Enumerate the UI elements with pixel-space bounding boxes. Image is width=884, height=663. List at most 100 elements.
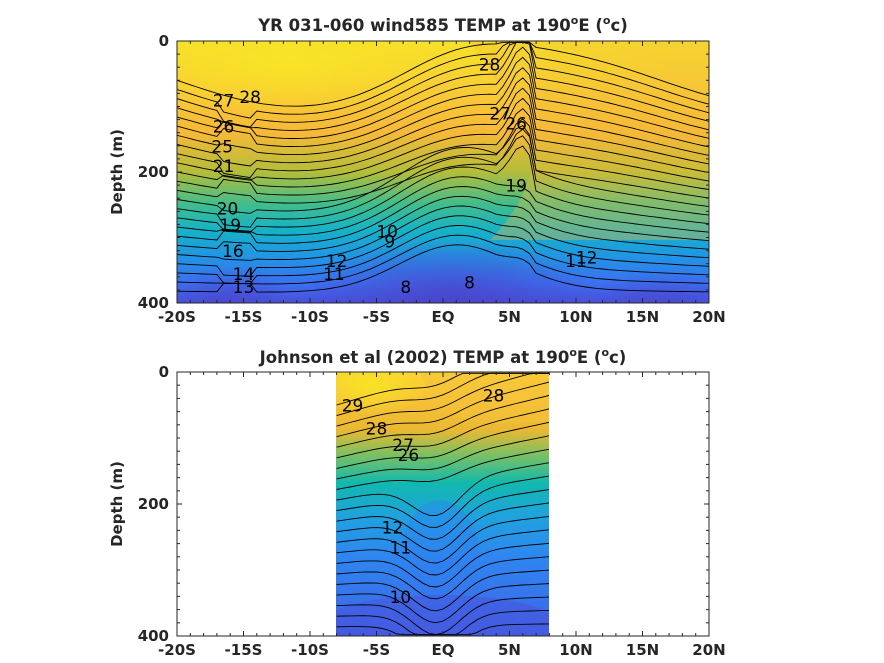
panel-top-field bbox=[177, 41, 709, 303]
x-tick-label: 5N bbox=[498, 641, 521, 659]
contour-label: 13 bbox=[233, 278, 255, 298]
isotherm-contour bbox=[177, 125, 709, 214]
contour-label: 27 bbox=[392, 436, 414, 456]
x-tick-label: 15N bbox=[626, 308, 659, 326]
isotherm-contour bbox=[177, 41, 709, 131]
x-tick-label: -15S bbox=[225, 641, 263, 659]
isotherm-contour bbox=[177, 186, 709, 244]
y-tick-label: 0 bbox=[159, 363, 169, 381]
isotherm-contour bbox=[336, 448, 549, 490]
isotherm-contour bbox=[336, 372, 549, 427]
isotherm-contour bbox=[177, 195, 709, 252]
contour-label: 8 bbox=[400, 278, 411, 298]
isotherm-contour bbox=[177, 118, 709, 196]
y-tick-label: 400 bbox=[138, 627, 169, 645]
panel-top-ylabel: Depth (m) bbox=[108, 129, 126, 215]
contour-label: 12 bbox=[326, 252, 348, 272]
isotherm-contour bbox=[336, 372, 549, 417]
x-tick-label: -15S bbox=[225, 308, 263, 326]
isotherm-contour bbox=[336, 395, 549, 448]
isotherm-contour bbox=[336, 408, 549, 459]
contour-label: 10 bbox=[390, 588, 412, 608]
x-tick-label: 10N bbox=[559, 641, 592, 659]
x-tick-label: 20N bbox=[692, 641, 725, 659]
contour-label: 28 bbox=[239, 88, 261, 108]
y-tick-label: 200 bbox=[138, 163, 169, 181]
panel-top-contours bbox=[177, 41, 709, 293]
x-tick-label: -5S bbox=[363, 308, 390, 326]
isotherm-contour bbox=[177, 176, 709, 236]
contour-label: 20 bbox=[217, 200, 239, 220]
contour-label: 11 bbox=[323, 265, 345, 285]
isotherm-contour bbox=[336, 583, 549, 624]
contour-label: 26 bbox=[213, 118, 235, 138]
contour-label: 27 bbox=[213, 92, 235, 112]
contour-label: 9 bbox=[384, 232, 395, 252]
x-tick-label: -20S bbox=[158, 641, 196, 659]
contour-label: 29 bbox=[342, 397, 364, 417]
isotherm-contour bbox=[336, 462, 549, 516]
contour-label: 12 bbox=[382, 519, 404, 539]
isotherm-contour bbox=[177, 215, 709, 277]
panel-bottom-title: Johnson et al (2002) TEMP at 190oE (oc) bbox=[259, 346, 627, 367]
isotherm-contour bbox=[177, 56, 709, 148]
isotherm-contour bbox=[336, 556, 549, 600]
x-tick-label: -5S bbox=[363, 641, 390, 659]
contour-label: 25 bbox=[211, 137, 233, 157]
x-tick-label: -20S bbox=[158, 308, 196, 326]
contour-label: 19 bbox=[505, 177, 527, 197]
contour-label: 14 bbox=[233, 265, 255, 285]
isotherm-contour bbox=[177, 225, 709, 285]
contour-label: 26 bbox=[505, 114, 527, 134]
isotherm-contour bbox=[336, 475, 549, 528]
isotherm-contour bbox=[177, 145, 709, 233]
contour-label: 11 bbox=[390, 539, 412, 559]
isotherm-contour bbox=[336, 515, 549, 564]
x-tick-label: EQ bbox=[432, 308, 455, 326]
x-tick-label: EQ bbox=[432, 641, 455, 659]
y-tick-label: 200 bbox=[138, 495, 169, 513]
isotherm-contour bbox=[177, 97, 709, 181]
contour-label: 26 bbox=[398, 446, 420, 466]
x-tick-label: -10S bbox=[291, 641, 329, 659]
x-tick-label: -10S bbox=[291, 308, 329, 326]
isotherm-contour bbox=[177, 234, 709, 285]
isotherm-contour bbox=[336, 569, 549, 612]
y-tick-label: 400 bbox=[138, 294, 169, 312]
panel-bottom-ylabel: Depth (m) bbox=[108, 461, 126, 547]
isotherm-contour bbox=[177, 77, 709, 167]
contour-label: 16 bbox=[222, 242, 244, 262]
contour-label: 27 bbox=[489, 105, 511, 125]
isotherm-contour bbox=[177, 41, 709, 107]
contour-label: 19 bbox=[219, 216, 241, 236]
contour-label: 8 bbox=[464, 274, 475, 294]
isotherm-contour bbox=[177, 41, 709, 119]
isotherm-contour bbox=[177, 128, 709, 204]
isotherm-contour bbox=[336, 381, 549, 438]
isotherm-contour bbox=[177, 41, 709, 128]
isotherm-contour bbox=[177, 87, 709, 179]
isotherm-contour bbox=[177, 135, 709, 228]
panel-top: YR 031-060 wind585 TEMP at 190oE (oc) -2… bbox=[108, 14, 726, 326]
isotherm-contour bbox=[336, 421, 549, 469]
isotherm-contour bbox=[177, 46, 709, 139]
isotherm-contour bbox=[177, 67, 709, 156]
panel-top-title: YR 031-060 wind585 TEMP at 190oE (oc) bbox=[257, 14, 628, 35]
contour-label: 28 bbox=[483, 387, 505, 407]
isotherm-contour bbox=[177, 107, 709, 188]
isotherm-contour bbox=[336, 502, 549, 552]
panel-bottom: Johnson et al (2002) TEMP at 190oE (oc) … bbox=[108, 346, 726, 659]
x-tick-label: 10N bbox=[559, 308, 592, 326]
panel-bottom-contours bbox=[336, 372, 549, 636]
isotherm-contour bbox=[177, 205, 709, 261]
contour-label: 21 bbox=[213, 157, 235, 177]
contour-label: 28 bbox=[479, 55, 501, 75]
y-tick-label: 0 bbox=[159, 32, 169, 50]
isotherm-contour bbox=[336, 529, 549, 576]
panel-bottom-field bbox=[336, 372, 549, 636]
panel-top-ticks: -20S -15S -10S -5S EQ 5N 10N 15N 20N 0 200 400 bbox=[138, 32, 726, 326]
panel-bottom-ticks: -20S -15S -10S -5S EQ 5N 10N 15N 20N 0 200 400 bbox=[138, 363, 726, 659]
